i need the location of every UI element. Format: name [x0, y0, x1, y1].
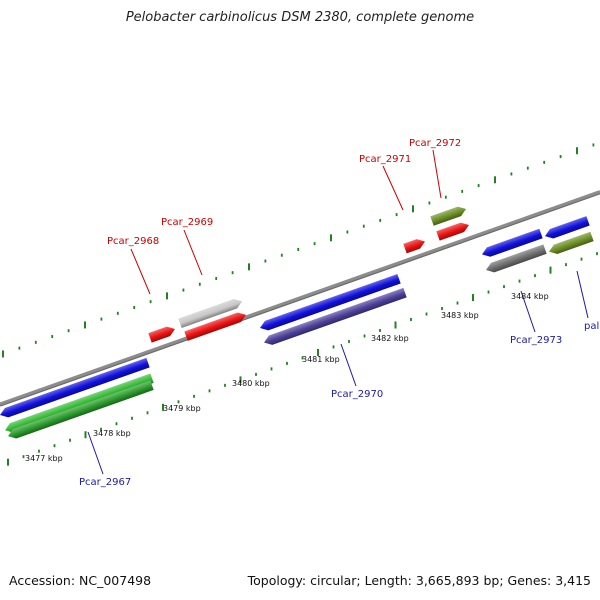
gene-label-Pcar_2973: Pcar_2973: [510, 335, 562, 346]
leader-Pcar_2967: [87, 431, 104, 475]
scale-label: 3477 kbp: [25, 454, 63, 463]
scale-label: 3478 kbp: [93, 429, 131, 438]
backbone-line: [0, 190, 600, 406]
gene-body: [5, 373, 154, 433]
accession-text: Accession: NC_007498: [9, 573, 152, 588]
gene-body: [545, 216, 590, 239]
gene-body: [482, 228, 543, 257]
gene-body: [549, 231, 594, 255]
leader-Pcar_2969: [183, 229, 203, 276]
leader-Pcar_2972: [432, 149, 442, 199]
map-title: Pelobacter carbinolicus DSM 2380, comple…: [125, 10, 475, 25]
gene-body: [264, 287, 407, 345]
genome-summary-text: Topology: circular; Length: 3,665,893 bp…: [247, 573, 591, 588]
gene-body: [178, 298, 242, 328]
gene-arrow-Pcar_2971: [403, 239, 426, 254]
gene-body: [148, 326, 175, 343]
gene-label-Pcar_2968: Pcar_2968: [107, 236, 159, 247]
leader-Pcar_2971: [382, 165, 404, 211]
genome-backbone: [0, 190, 600, 407]
gene-arrow-pal-b: [549, 231, 594, 255]
scale-label: 3479 kbp: [163, 404, 201, 413]
gene-arrow-Pcar_2967: [0, 357, 150, 418]
gene-label-Pcar_2971: Pcar_2971: [359, 154, 411, 165]
gene-arrow-Pcar_2972: [430, 206, 466, 226]
gene-body: [184, 312, 247, 341]
gene-body: [0, 357, 150, 418]
gene-body: [8, 380, 154, 439]
gene-body: [486, 244, 547, 273]
gene-arrow-Pcar_2970-b: [264, 287, 407, 345]
leader-Pcar_2968: [130, 248, 151, 295]
leader-pal: [576, 270, 589, 319]
gene-features: [0, 206, 594, 439]
gene-arrow-Pcar_2969-b: [184, 312, 247, 341]
gene-body: [403, 239, 426, 254]
gene-label-Pcar_2967: Pcar_2967: [79, 477, 131, 488]
leader-Pcar_2973: [520, 290, 536, 333]
gene-label-Pcar_2972: Pcar_2972: [409, 138, 461, 149]
scale-label: 3484 kbp: [511, 292, 549, 301]
gene-arrow-Pcar_2970: [260, 274, 401, 331]
gene-body: [436, 222, 469, 241]
gene-label-Pcar_2969: Pcar_2969: [161, 217, 213, 228]
leader-Pcar_2970: [340, 343, 357, 387]
tick-marks: [2, 143, 598, 466]
gene-label-Pcar_2970: Pcar_2970: [331, 389, 383, 400]
gene-arrow-Pcar_2972-b: [436, 222, 469, 241]
label-leaders: [87, 149, 589, 475]
gene-arrow-Pcar_2973-b: [486, 244, 547, 273]
gene-arrow-Pcar_2973: [482, 228, 543, 257]
map-labels: 3477 kbp 3478 kbp 3479 kbp 3480 kbp 3481 kbp…: [25, 138, 599, 488]
gene-arrow-Pcar_2967-b: [5, 373, 154, 433]
gene-body: [430, 206, 466, 226]
gene-label-pal: pal: [584, 321, 599, 332]
gene-arrow-Pcar_2968: [148, 326, 175, 343]
scale-label: 3483 kbp: [441, 311, 479, 320]
gene-body: [260, 274, 401, 331]
scale-label: 3480 kbp: [232, 379, 270, 388]
gene-arrow-Pcar_2969: [178, 298, 242, 328]
gene-arrow-Pcar_2967-c: [8, 380, 154, 439]
scale-label: 3482 kbp: [371, 334, 409, 343]
scale-label: 3481 kbp: [302, 355, 340, 364]
gene-arrow-pal: [545, 216, 590, 239]
